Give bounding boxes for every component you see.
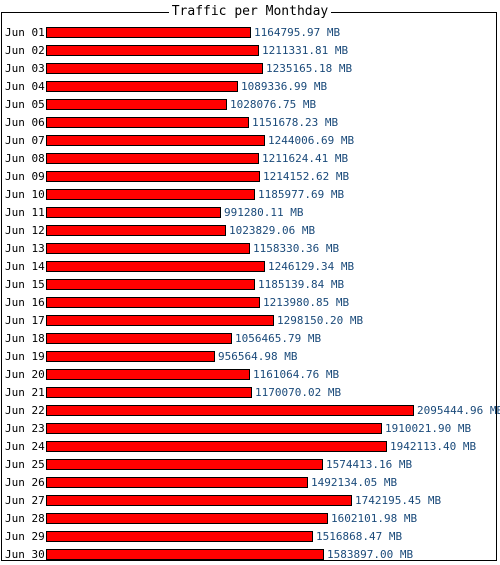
category-label: Jun 12 (5, 224, 45, 237)
bar (46, 27, 251, 38)
bar (46, 243, 250, 254)
bar (46, 459, 323, 470)
value-label: 1056465.79 MB (235, 332, 321, 345)
bar (46, 189, 255, 200)
value-label: 1235165.18 MB (266, 62, 352, 75)
bar (46, 405, 414, 416)
bar (46, 225, 226, 236)
bar (46, 441, 387, 452)
value-label: 1942113.40 MB (390, 440, 476, 453)
category-label: Jun 14 (5, 260, 45, 273)
category-label: Jun 26 (5, 476, 45, 489)
category-label: Jun 30 (5, 548, 45, 561)
value-label: 1583897.00 MB (327, 548, 413, 561)
bar (46, 117, 249, 128)
value-label: 991280.11 MB (224, 206, 304, 219)
value-label: 1161064.76 MB (253, 368, 339, 381)
value-label: 1214152.62 MB (263, 170, 349, 183)
category-label: Jun 18 (5, 332, 45, 345)
value-label: 1164795.97 MB (254, 26, 340, 39)
value-label: 1170070.02 MB (255, 386, 341, 399)
category-label: Jun 07 (5, 134, 45, 147)
category-label: Jun 16 (5, 296, 45, 309)
category-label: Jun 19 (5, 350, 45, 363)
category-label: Jun 25 (5, 458, 45, 471)
bar (46, 351, 215, 362)
bar (46, 333, 232, 344)
bar (46, 207, 221, 218)
category-label: Jun 27 (5, 494, 45, 507)
category-label: Jun 28 (5, 512, 45, 525)
value-label: 1185977.69 MB (258, 188, 344, 201)
category-label: Jun 06 (5, 116, 45, 129)
bar (46, 513, 328, 524)
value-label: 1185139.84 MB (258, 278, 344, 291)
bar (46, 63, 263, 74)
category-label: Jun 01 (5, 26, 45, 39)
bar (46, 279, 255, 290)
value-label: 1492134.05 MB (311, 476, 397, 489)
chart-title: Traffic per Monthday (0, 4, 500, 20)
category-label: Jun 04 (5, 80, 45, 93)
value-label: 1213980.85 MB (263, 296, 349, 309)
bar (46, 153, 259, 164)
category-label: Jun 29 (5, 530, 45, 543)
category-label: Jun 23 (5, 422, 45, 435)
bar (46, 477, 308, 488)
value-label: 1246129.34 MB (268, 260, 354, 273)
value-label: 1151678.23 MB (252, 116, 338, 129)
bar (46, 495, 352, 506)
bar (46, 135, 265, 146)
value-label: 1211624.41 MB (262, 152, 348, 165)
bar (46, 81, 238, 92)
value-label: 1574413.16 MB (326, 458, 412, 471)
value-label: 1298150.20 MB (277, 314, 363, 327)
category-label: Jun 08 (5, 152, 45, 165)
value-label: 956564.98 MB (218, 350, 298, 363)
value-label: 1742195.45 MB (355, 494, 441, 507)
category-label: Jun 24 (5, 440, 45, 453)
category-label: Jun 13 (5, 242, 45, 255)
category-label: Jun 20 (5, 368, 45, 381)
bar (46, 261, 265, 272)
bar (46, 171, 260, 182)
value-label: 1158330.36 MB (253, 242, 339, 255)
value-label: 1602101.98 MB (331, 512, 417, 525)
bar (46, 297, 260, 308)
value-label: 2095444.96 MB (417, 404, 500, 417)
category-label: Jun 11 (5, 206, 45, 219)
bar (46, 45, 259, 56)
category-label: Jun 15 (5, 278, 45, 291)
value-label: 1910021.90 MB (385, 422, 471, 435)
category-label: Jun 10 (5, 188, 45, 201)
value-label: 1211331.81 MB (262, 44, 348, 57)
value-label: 1028076.75 MB (230, 98, 316, 111)
bar (46, 423, 382, 434)
bar (46, 99, 227, 110)
category-label: Jun 22 (5, 404, 45, 417)
bar (46, 369, 250, 380)
category-label: Jun 17 (5, 314, 45, 327)
value-label: 1089336.99 MB (241, 80, 327, 93)
category-label: Jun 09 (5, 170, 45, 183)
value-label: 1516868.47 MB (316, 530, 402, 543)
bar (46, 315, 274, 326)
category-label: Jun 05 (5, 98, 45, 111)
category-label: Jun 03 (5, 62, 45, 75)
bar (46, 549, 324, 560)
value-label: 1023829.06 MB (229, 224, 315, 237)
value-label: 1244006.69 MB (268, 134, 354, 147)
category-label: Jun 21 (5, 386, 45, 399)
bar (46, 531, 313, 542)
bar (46, 387, 252, 398)
category-label: Jun 02 (5, 44, 45, 57)
